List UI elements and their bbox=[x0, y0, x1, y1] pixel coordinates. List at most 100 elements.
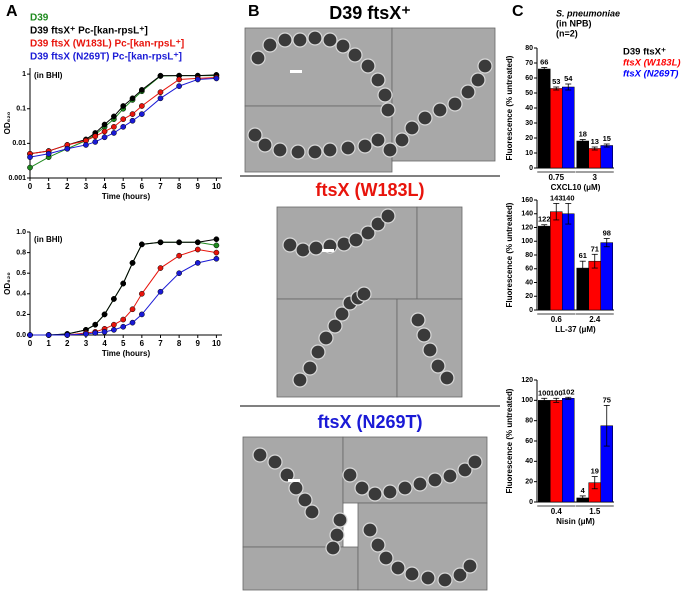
value-label: 75 bbox=[603, 395, 611, 404]
data-point bbox=[176, 239, 182, 246]
cell bbox=[382, 484, 398, 500]
data-point bbox=[176, 83, 182, 89]
y-tick-label: 0.0 bbox=[16, 332, 26, 339]
y-tick-label: 140 bbox=[521, 211, 533, 218]
data-point bbox=[92, 139, 99, 145]
cell bbox=[262, 37, 278, 53]
x-tick-label: 6 bbox=[140, 182, 145, 191]
x-tick-label: 7 bbox=[158, 182, 163, 191]
data-point bbox=[129, 117, 136, 124]
y-tick-label: 100 bbox=[521, 397, 533, 404]
error-bar bbox=[553, 86, 560, 91]
y-tick-label: 120 bbox=[521, 224, 533, 231]
cell bbox=[288, 480, 304, 496]
data-point bbox=[138, 311, 145, 318]
data-point bbox=[111, 321, 117, 328]
y-tick-label: 0.001 bbox=[8, 175, 26, 182]
cell bbox=[290, 144, 306, 160]
data-point bbox=[194, 239, 201, 246]
cell bbox=[370, 537, 386, 553]
cell bbox=[308, 240, 324, 256]
data-point bbox=[64, 145, 71, 152]
annotation: (n=2) bbox=[556, 28, 578, 38]
cell bbox=[447, 96, 463, 112]
cell bbox=[292, 372, 308, 388]
cell bbox=[307, 144, 323, 160]
data-point bbox=[138, 241, 145, 248]
cell bbox=[370, 72, 386, 88]
cell bbox=[394, 132, 410, 148]
annotation: (in BHI) bbox=[34, 71, 63, 80]
cell bbox=[467, 454, 483, 470]
error-bar bbox=[565, 396, 572, 400]
data-point bbox=[213, 75, 220, 82]
data-point bbox=[120, 103, 127, 109]
data-point bbox=[111, 113, 117, 120]
data-point bbox=[129, 111, 136, 117]
error-bar bbox=[591, 146, 598, 151]
cell bbox=[318, 330, 334, 346]
data-point bbox=[64, 332, 71, 338]
error-bar bbox=[579, 495, 586, 501]
cell bbox=[357, 138, 373, 154]
value-label: 66 bbox=[540, 57, 548, 66]
y-tick-label: 0.6 bbox=[16, 270, 26, 277]
y-tick-label: 160 bbox=[521, 197, 533, 204]
data-point bbox=[120, 116, 127, 123]
data-point bbox=[213, 249, 220, 256]
y-tick-label: 40 bbox=[525, 105, 533, 112]
value-label: 100 bbox=[550, 388, 563, 397]
x-axis-label: LL-37 (μM) bbox=[555, 325, 596, 334]
series-line bbox=[29, 76, 217, 155]
cell bbox=[382, 142, 398, 158]
data-point bbox=[120, 323, 127, 330]
cell bbox=[302, 360, 318, 376]
cell bbox=[356, 286, 372, 302]
data-point bbox=[157, 239, 164, 246]
x-axis-label: Nisin (μM) bbox=[556, 517, 595, 526]
x-tick-label: 8 bbox=[177, 339, 182, 348]
value-label: 15 bbox=[603, 134, 611, 143]
data-point bbox=[176, 76, 182, 83]
cell bbox=[247, 127, 263, 143]
y-tick-label: 40 bbox=[525, 279, 533, 286]
y-tick-label: 0 bbox=[529, 165, 533, 172]
error-bar bbox=[603, 238, 610, 248]
x-axis-label: Time (hours) bbox=[102, 349, 151, 358]
cell bbox=[462, 558, 478, 574]
data-point bbox=[27, 332, 33, 338]
cell bbox=[412, 476, 428, 492]
cell bbox=[370, 132, 386, 148]
cell bbox=[367, 486, 383, 502]
data-point bbox=[120, 316, 127, 323]
cell bbox=[307, 30, 323, 46]
series-line bbox=[29, 77, 217, 158]
bar bbox=[600, 242, 613, 311]
x-tick-label: 2 bbox=[65, 182, 70, 191]
data-point bbox=[138, 111, 145, 117]
cell bbox=[277, 32, 293, 48]
y-tick-label: 20 bbox=[525, 479, 533, 486]
cell bbox=[304, 504, 320, 520]
y-tick-label: 1.0 bbox=[16, 229, 26, 236]
scale-bar bbox=[290, 70, 302, 73]
value-label: 100 bbox=[538, 388, 551, 397]
cell bbox=[362, 522, 378, 538]
value-label: 143 bbox=[550, 193, 563, 202]
y-axis-label: Fluorescence (% untreated) bbox=[505, 202, 514, 307]
cell bbox=[325, 540, 341, 556]
bar bbox=[550, 88, 563, 169]
y-axis-label: Fluorescence (% untreated) bbox=[505, 388, 514, 493]
cell bbox=[360, 58, 376, 74]
bar bbox=[550, 211, 563, 311]
micrograph-title: D39 ftsX⁺ bbox=[329, 3, 411, 23]
micrograph-title: ftsX (N269T) bbox=[317, 412, 422, 432]
cell bbox=[340, 140, 356, 156]
cell bbox=[279, 467, 295, 483]
y-axis-label: OD₆₂₀ bbox=[3, 272, 12, 295]
data-point bbox=[92, 321, 99, 328]
cell bbox=[416, 327, 432, 343]
cell bbox=[380, 208, 396, 224]
data-point bbox=[157, 95, 164, 102]
